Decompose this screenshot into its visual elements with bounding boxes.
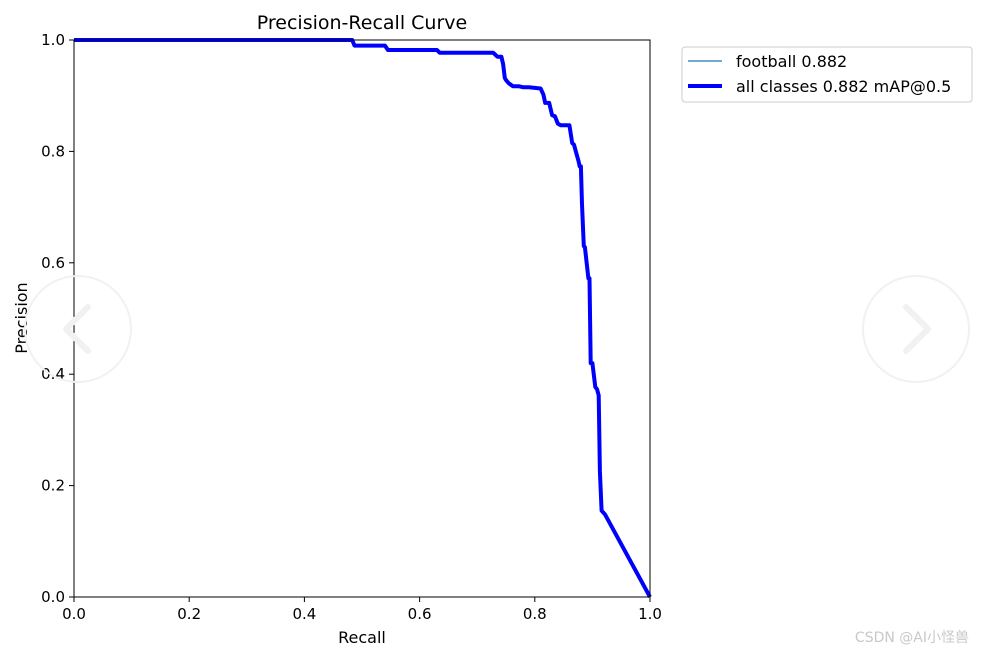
x-tick-label-0: 0.0 bbox=[62, 605, 86, 623]
chevron-left-icon bbox=[63, 304, 91, 354]
legend-label-football: football 0.882 bbox=[736, 52, 847, 71]
x-axis-label: Recall bbox=[338, 628, 386, 647]
y-tick-label-5: 1.0 bbox=[41, 31, 65, 49]
chart-title: Precision-Recall Curve bbox=[257, 12, 467, 34]
chevron-right-icon bbox=[903, 304, 931, 354]
y-tick-label-4: 0.8 bbox=[41, 142, 65, 160]
x-tick-label-2: 0.4 bbox=[292, 605, 316, 623]
legend: football 0.882 all classes 0.882 mAP@0.5 bbox=[681, 46, 973, 103]
y-tick-label-1: 0.2 bbox=[41, 477, 65, 495]
series-line-1 bbox=[74, 38, 652, 598]
next-nav-button[interactable] bbox=[862, 275, 970, 383]
legend-label-all-classes: all classes 0.882 mAP@0.5 bbox=[736, 77, 951, 96]
watermark: CSDN @AI小怪兽 bbox=[854, 630, 969, 646]
y-tick-label-3: 0.6 bbox=[41, 254, 65, 272]
prev-nav-button[interactable] bbox=[24, 275, 132, 383]
x-tick-label-4: 0.8 bbox=[523, 605, 547, 623]
x-tick-label-5: 1.0 bbox=[638, 605, 662, 623]
x-tick-label-3: 0.6 bbox=[408, 605, 432, 623]
y-tick-label-0: 0.0 bbox=[41, 588, 65, 606]
x-tick-label-1: 0.2 bbox=[177, 605, 201, 623]
legend-box bbox=[681, 46, 973, 103]
